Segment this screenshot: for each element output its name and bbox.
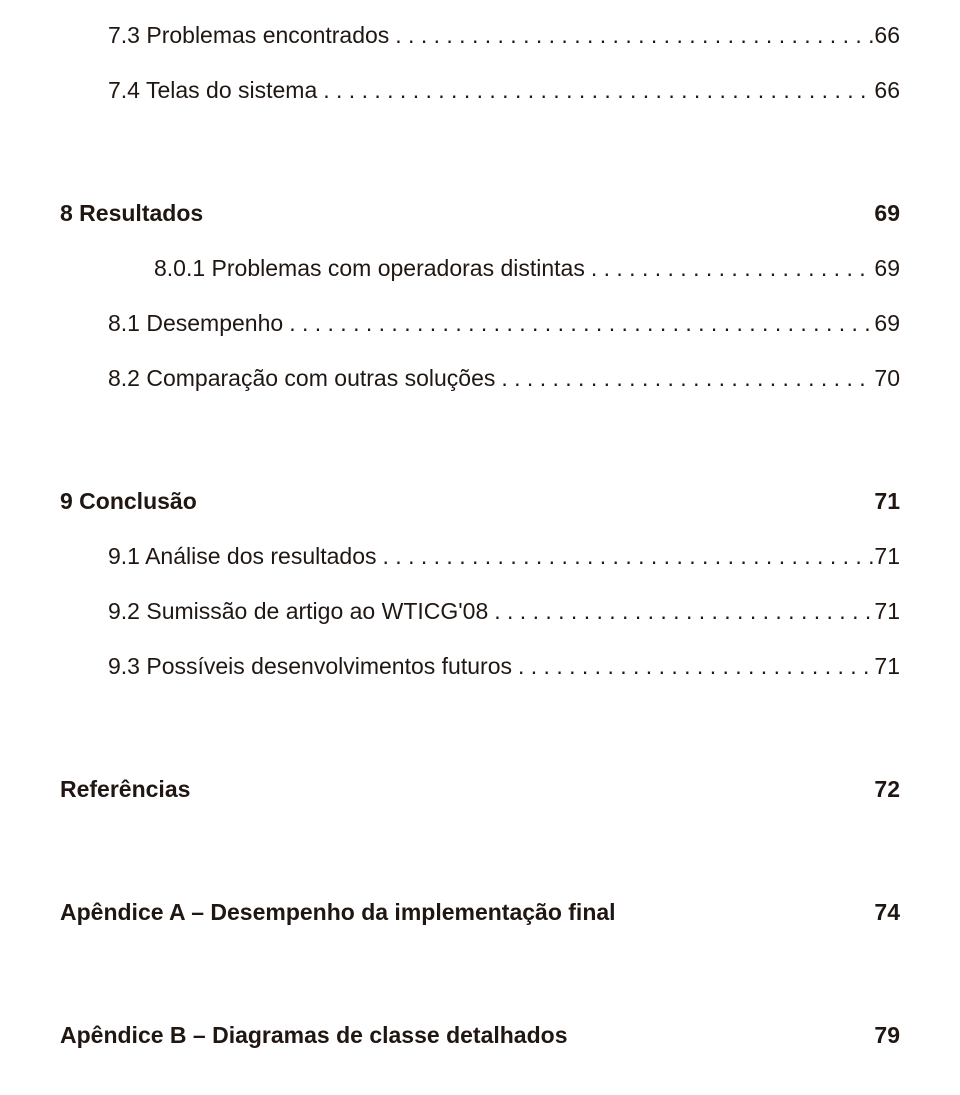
toc-page-number: 69 — [874, 198, 900, 228]
toc-label: 8.2 Comparação com outras soluções — [108, 363, 495, 393]
toc-gap — [60, 952, 900, 1020]
toc-label: Apêndice A – Desempenho da implementação… — [60, 897, 874, 927]
toc-page-number: 71 — [874, 596, 900, 626]
toc-page-number: 66 — [874, 20, 900, 50]
toc-label: 9.1 Análise dos resultados — [108, 541, 377, 571]
toc-label: 8 Resultados — [60, 198, 874, 228]
toc-page-number: 79 — [874, 1020, 900, 1050]
toc-gap — [60, 418, 900, 486]
toc-entry-line: 9.2 Sumissão de artigo ao WTICG'08 71 — [60, 596, 900, 626]
toc-label: 7.3 Problemas encontrados — [108, 20, 389, 50]
toc-page-number: 66 — [874, 75, 900, 105]
toc-chapter-line: 9 Conclusão71 — [60, 486, 900, 516]
toc-entry-line: 8.0.1 Problemas com operadoras distintas… — [60, 253, 900, 283]
toc-page-number: 71 — [874, 541, 900, 571]
toc-page-number: 74 — [874, 897, 900, 927]
toc-gap — [60, 130, 900, 198]
toc-page: 7.3 Problemas encontrados667.4 Telas do … — [0, 0, 960, 1095]
toc-entry-line: 7.4 Telas do sistema 66 — [60, 75, 900, 105]
toc-page-number: 72 — [874, 774, 900, 804]
toc-gap — [60, 829, 900, 897]
toc-page-number: 69 — [874, 308, 900, 338]
toc-leader-dots — [488, 596, 874, 626]
toc-label: Apêndice B – Diagramas de classe detalha… — [60, 1020, 874, 1050]
toc-entry-line: 9.3 Possíveis desenvolvimentos futuros 71 — [60, 651, 900, 681]
toc-gap — [60, 706, 900, 774]
toc-label: 7.4 Telas do sistema — [108, 75, 317, 105]
toc-page-number: 71 — [874, 486, 900, 516]
toc-label: 9.3 Possíveis desenvolvimentos futuros — [108, 651, 512, 681]
toc-chapter-line: Apêndice B – Diagramas de classe detalha… — [60, 1020, 900, 1050]
toc-chapter-line: Apêndice A – Desempenho da implementação… — [60, 897, 900, 927]
toc-leader-dots — [389, 20, 874, 50]
toc-label: 9.2 Sumissão de artigo ao WTICG'08 — [108, 596, 488, 626]
toc-label: 8.0.1 Problemas com operadoras distintas — [154, 253, 585, 283]
toc-leader-dots — [317, 75, 874, 105]
toc-entry-line: 9.1 Análise dos resultados 71 — [60, 541, 900, 571]
toc-leader-dots — [512, 651, 874, 681]
toc-entry-line: 7.3 Problemas encontrados 66 — [60, 20, 900, 50]
toc-leader-dots — [283, 308, 874, 338]
toc-leader-dots — [585, 253, 875, 283]
toc-page-number: 71 — [874, 651, 900, 681]
toc-entry-line: 8.2 Comparação com outras soluções 70 — [60, 363, 900, 393]
toc-label: Referências — [60, 774, 874, 804]
toc-page-number: 70 — [874, 363, 900, 393]
toc-leader-dots — [377, 541, 875, 571]
toc-label: 8.1 Desempenho — [108, 308, 283, 338]
toc-page-number: 69 — [874, 253, 900, 283]
toc-leader-dots — [495, 363, 874, 393]
toc-label: 9 Conclusão — [60, 486, 874, 516]
toc-chapter-line: 8 Resultados69 — [60, 198, 900, 228]
toc-entry-line: 8.1 Desempenho 69 — [60, 308, 900, 338]
toc-chapter-line: Referências72 — [60, 774, 900, 804]
